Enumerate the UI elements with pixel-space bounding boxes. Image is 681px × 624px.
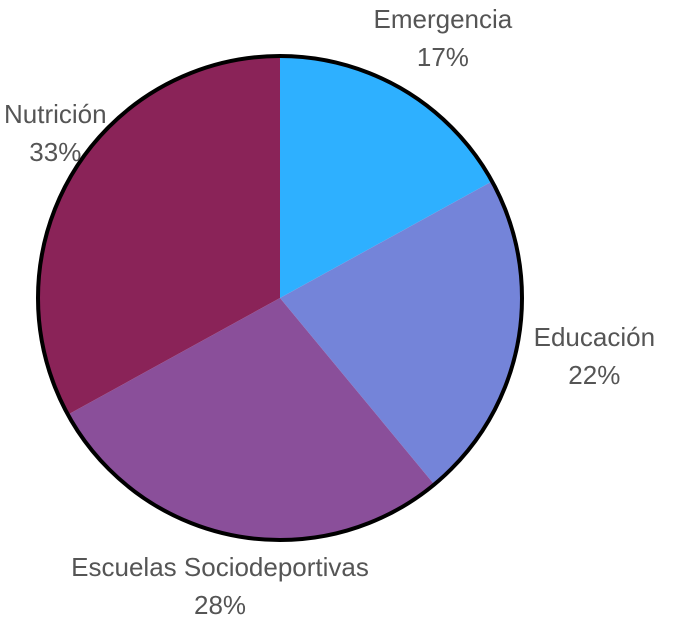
label-value: 33% xyxy=(29,137,81,167)
slice-label: Emergencia 17% xyxy=(374,4,513,72)
label-name: Nutrición xyxy=(4,99,107,129)
pie-slice xyxy=(280,181,522,485)
pie-slice xyxy=(38,56,280,415)
slice-label: Educación 22% xyxy=(534,322,655,390)
label-name: Emergencia xyxy=(374,4,513,34)
label-value: 28% xyxy=(194,590,246,620)
slice-label: Nutrición 33% xyxy=(4,99,107,167)
pie-slice xyxy=(67,298,435,540)
label-value: 22% xyxy=(568,360,620,390)
label-name: Escuelas Sociodeportivas xyxy=(71,552,369,582)
label-value: 17% xyxy=(417,42,469,72)
pie-outline xyxy=(36,54,524,542)
slice-label: Escuelas Sociodeportivas 28% xyxy=(71,552,369,620)
label-name: Educación xyxy=(534,322,655,352)
